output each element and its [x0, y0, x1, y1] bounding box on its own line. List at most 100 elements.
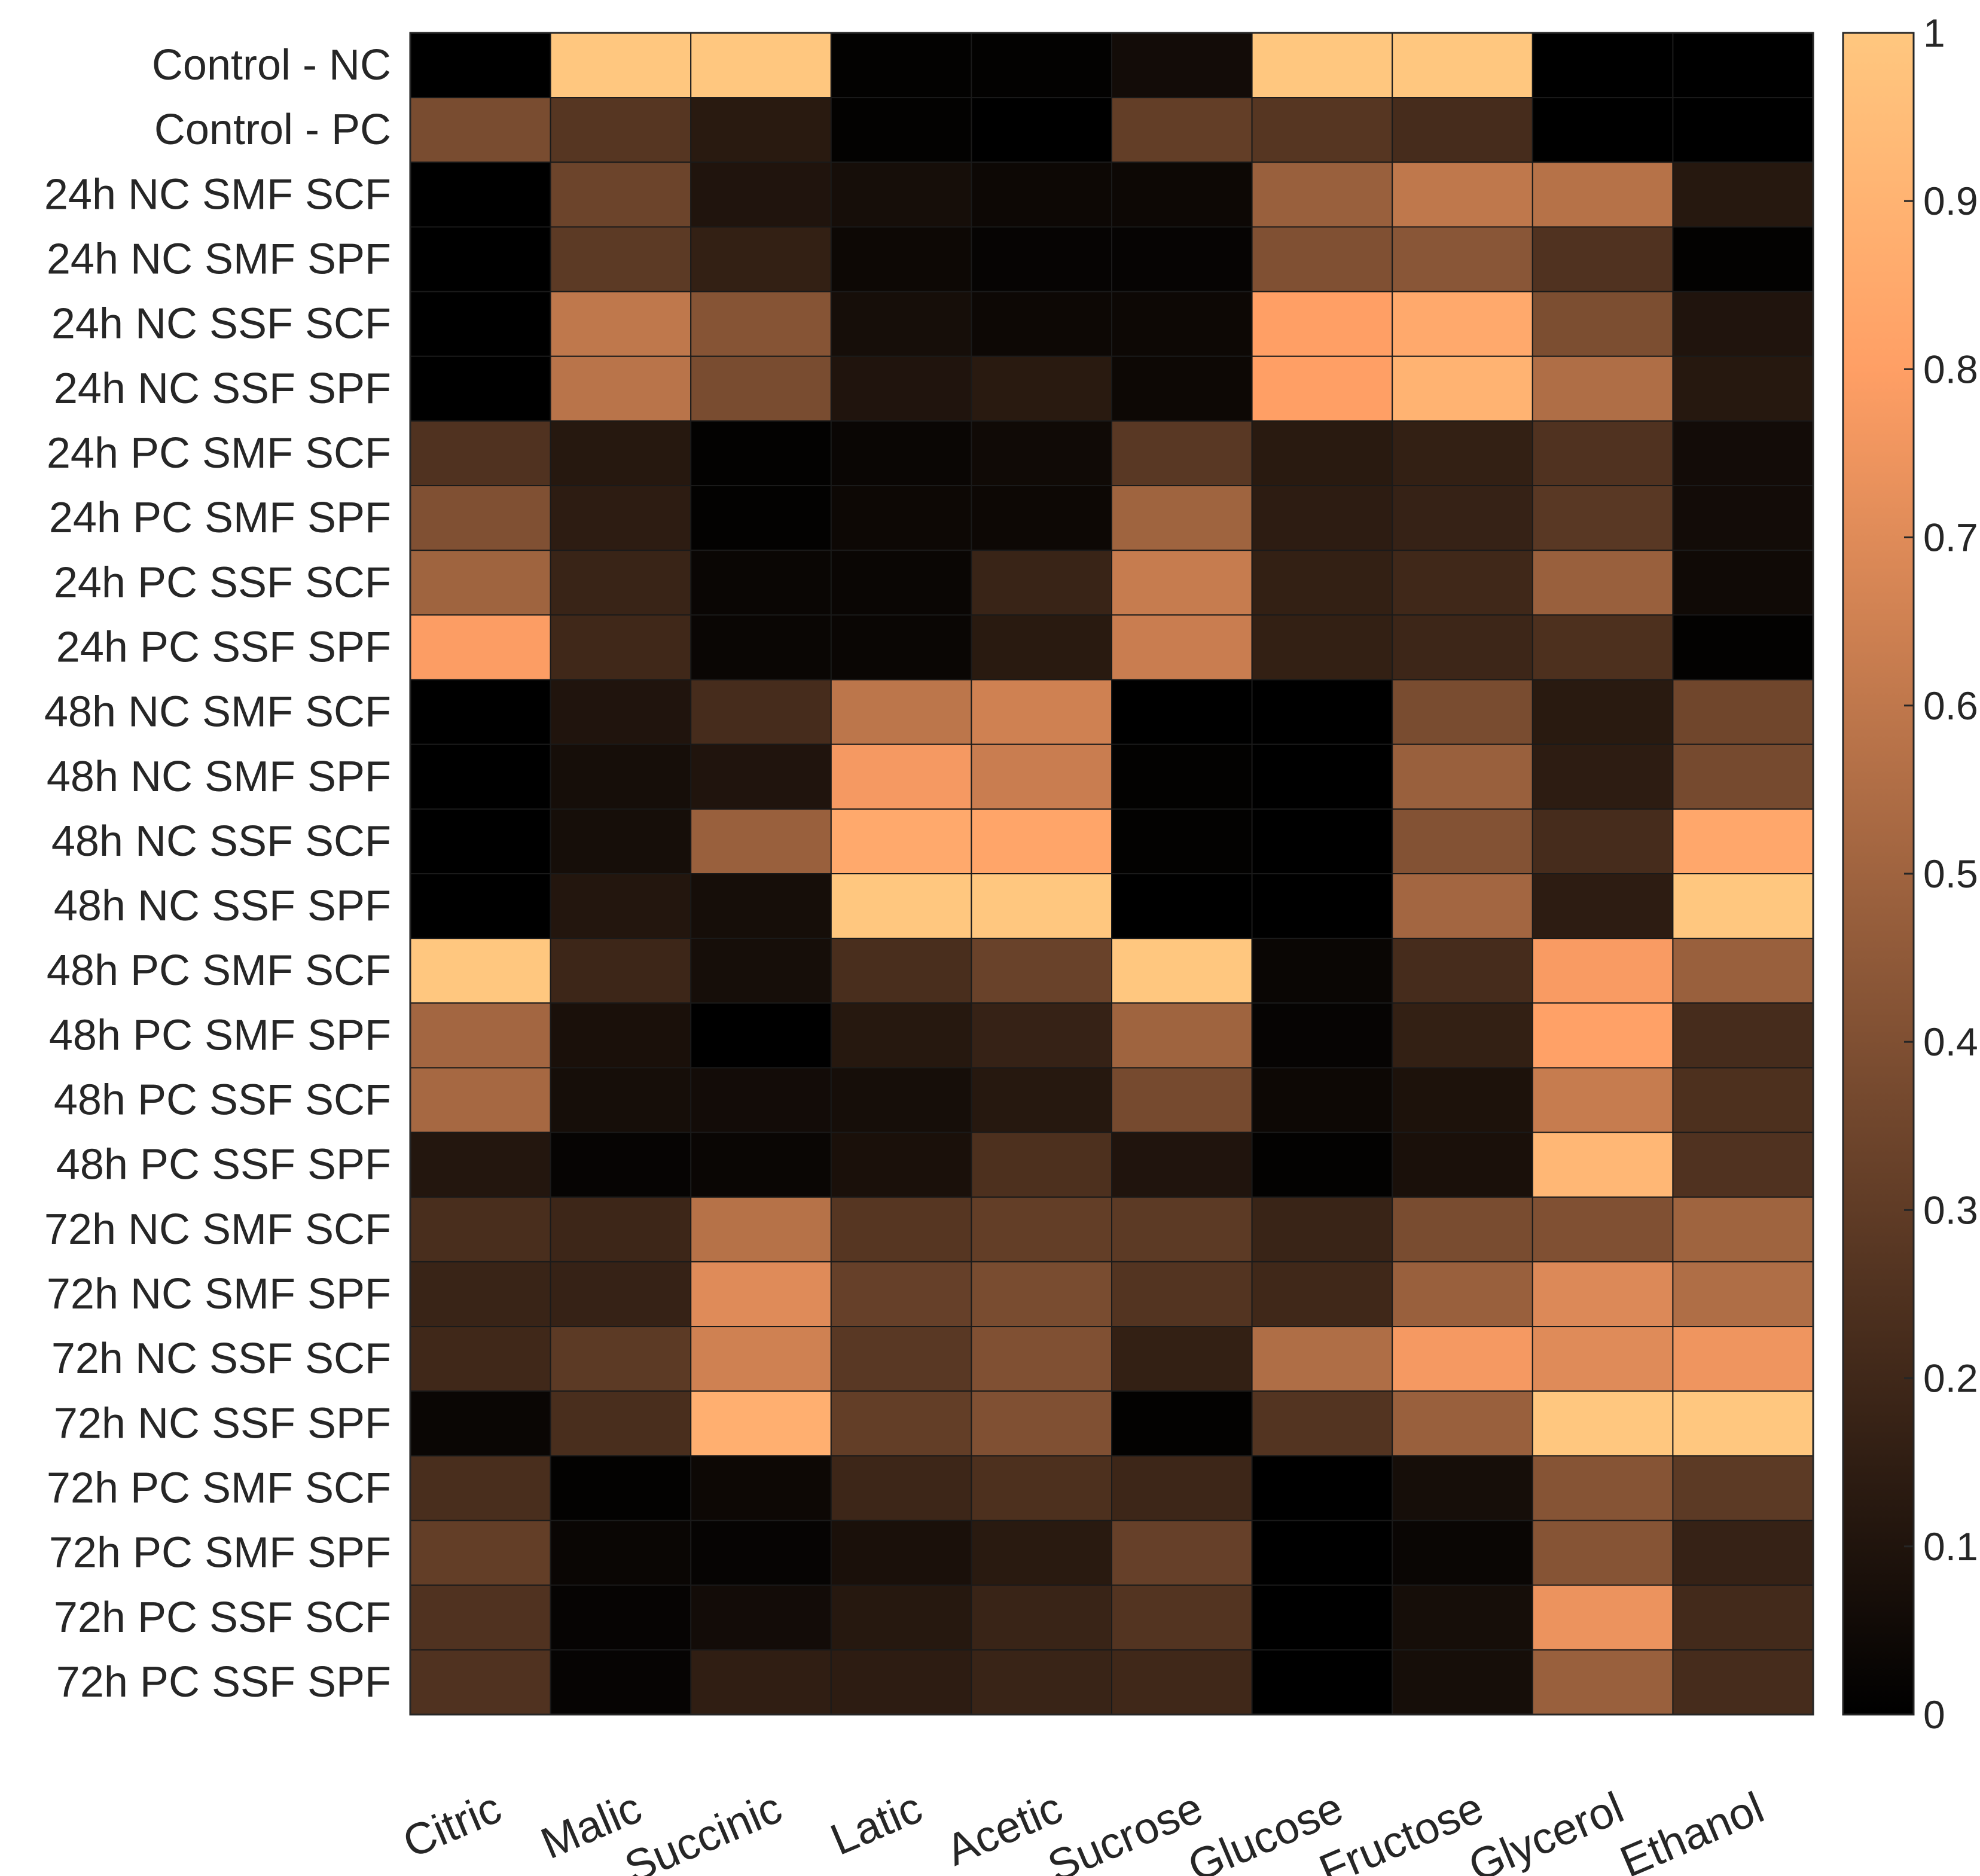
heatmap-cell-48h-pc-ssf-scf-glycerol	[1531, 1067, 1674, 1133]
heatmap-cell-24h-nc-smf-spf-succinic	[690, 226, 832, 292]
heatmap-cell-72h-nc-smf-scf-sucrose	[1111, 1196, 1253, 1262]
heatmap-cell-24h-pc-ssf-scf-malic	[550, 550, 692, 616]
heatmap-cell-control-nc-sucrose	[1111, 32, 1253, 99]
heatmap-cell-24h-pc-ssf-spf-sucrose	[1111, 614, 1253, 681]
heatmap-cell-48h-nc-smf-spf-succinic	[690, 743, 832, 810]
heatmap-cell-24h-nc-ssf-spf-glycerol	[1531, 355, 1674, 422]
heatmap-cell-24h-pc-smf-scf-glucose	[1251, 420, 1393, 487]
colorbar-tick-label: 0	[1923, 1692, 1945, 1737]
row-label: 24h PC SMF SCF	[47, 429, 391, 477]
heatmap-cell-72h-pc-ssf-scf-acetic	[971, 1584, 1113, 1651]
heatmap-cell-48h-nc-ssf-scf-ethanol	[1672, 808, 1814, 874]
heatmap-cell-72h-nc-ssf-scf-sucrose	[1111, 1326, 1253, 1392]
heatmap-cell-72h-nc-ssf-spf-fructose	[1392, 1390, 1533, 1457]
heatmap-cell-48h-pc-ssf-spf-glycerol	[1531, 1131, 1674, 1198]
heatmap-cell-72h-nc-smf-spf-ethanol	[1672, 1261, 1814, 1328]
colorbar-tick-label: 0.2	[1923, 1356, 1978, 1401]
row-label: 72h NC SMF SPF	[47, 1270, 391, 1318]
heatmap-cell-72h-pc-smf-spf-latic	[830, 1520, 972, 1586]
row-label: 48h NC SMF SCF	[44, 688, 391, 736]
colorbar-ticks: 0 0.1 0.2 0.3 0.4 0.5 0.6 0.7 0.8 0.9 1	[1904, 11, 1978, 1737]
heatmap-cell-control-nc-ethanol	[1672, 32, 1814, 99]
heatmap-cell-48h-nc-smf-scf-acetic	[971, 679, 1113, 745]
heatmap-cell-48h-pc-smf-scf-latic	[830, 938, 972, 1004]
heatmap-cell-control-pc-acetic	[971, 97, 1113, 163]
heatmap-cell-24h-pc-ssf-spf-citric	[410, 614, 551, 681]
heatmap-cell-72h-pc-ssf-spf-glycerol	[1531, 1649, 1674, 1716]
heatmap-cell-72h-pc-smf-spf-fructose	[1392, 1520, 1533, 1586]
heatmap-cell-48h-pc-ssf-spf-glucose	[1251, 1131, 1393, 1198]
heatmap-cell-72h-nc-smf-scf-succinic	[690, 1196, 832, 1262]
colorbar-tick-label: 0.8	[1923, 347, 1978, 391]
heatmap-cell-control-nc-fructose	[1392, 32, 1533, 99]
heatmap-cell-24h-nc-smf-spf-malic	[550, 226, 692, 292]
heatmap-cell-72h-nc-smf-spf-glycerol	[1531, 1261, 1674, 1328]
heatmap-cell-24h-nc-smf-scf-ethanol	[1672, 161, 1814, 228]
heatmap-cell-48h-pc-ssf-spf-acetic	[971, 1131, 1113, 1198]
heatmap-cell-72h-pc-ssf-scf-latic	[830, 1584, 972, 1651]
heatmap-cell-24h-pc-smf-scf-succinic	[690, 420, 832, 487]
heatmap-cell-48h-nc-smf-scf-fructose	[1392, 679, 1533, 745]
heatmap-cell-24h-pc-ssf-scf-sucrose	[1111, 550, 1253, 616]
heatmap-cell-control-pc-sucrose	[1111, 97, 1253, 163]
heatmap-cell-48h-pc-smf-scf-sucrose	[1111, 938, 1253, 1004]
heatmap-cell-24h-nc-smf-spf-latic	[830, 226, 972, 292]
heatmap-cell-48h-pc-smf-scf-malic	[550, 938, 692, 1004]
heatmap-cell-48h-nc-ssf-spf-acetic	[971, 873, 1113, 939]
heatmap-cell-24h-pc-smf-scf-ethanol	[1672, 420, 1814, 487]
heatmap-cell-48h-pc-ssf-spf-ethanol	[1672, 1131, 1814, 1198]
heatmap-cell-48h-pc-ssf-scf-citric	[410, 1067, 551, 1133]
heatmap-cell-24h-nc-smf-scf-citric	[410, 161, 551, 228]
heatmap-cell-48h-pc-ssf-spf-sucrose	[1111, 1131, 1253, 1198]
heatmap-cell-24h-nc-smf-spf-fructose	[1392, 226, 1533, 292]
row-label: 48h PC SSF SPF	[56, 1141, 391, 1189]
heatmap-cell-72h-nc-ssf-scf-acetic	[971, 1326, 1113, 1392]
heatmap-cell-72h-nc-ssf-spf-latic	[830, 1390, 972, 1457]
heatmap-cell-24h-pc-smf-spf-citric	[410, 485, 551, 551]
heatmap-cell-24h-pc-smf-spf-latic	[830, 485, 972, 551]
heatmap-cell-72h-pc-ssf-spf-fructose	[1392, 1649, 1533, 1716]
heatmap-cell-24h-pc-ssf-scf-glycerol	[1531, 550, 1674, 616]
column-label: Ethanol	[1613, 1782, 1770, 1876]
heatmap-cell-24h-nc-smf-scf-latic	[830, 161, 972, 228]
heatmap-cell-48h-nc-smf-spf-acetic	[971, 743, 1113, 810]
heatmap-cell-72h-nc-smf-scf-latic	[830, 1196, 972, 1262]
row-label: 48h NC SSF SPF	[54, 882, 391, 930]
row-label: 48h PC SSF SCF	[54, 1076, 391, 1124]
heatmap-cell-24h-pc-smf-spf-sucrose	[1111, 485, 1253, 551]
heatmap-cell-72h-nc-smf-scf-glycerol	[1531, 1196, 1674, 1262]
heatmap-cell-24h-pc-ssf-scf-acetic	[971, 550, 1113, 616]
heatmap-cell-72h-pc-ssf-spf-glucose	[1251, 1649, 1393, 1716]
heatmap-cell-48h-nc-smf-spf-latic	[830, 743, 972, 810]
row-label: 24h PC SSF SPF	[56, 623, 391, 671]
heatmap-cell-72h-nc-ssf-spf-succinic	[690, 1390, 832, 1457]
heatmap-cell-48h-nc-smf-spf-fructose	[1392, 743, 1533, 810]
heatmap-cell-24h-pc-smf-scf-citric	[410, 420, 551, 487]
heatmap-cell-control-pc-latic	[830, 97, 972, 163]
heatmap-cell-24h-nc-ssf-spf-acetic	[971, 355, 1113, 422]
heatmap-cell-48h-nc-ssf-spf-glucose	[1251, 873, 1393, 939]
heatmap-cell-control-nc-glucose	[1251, 32, 1393, 99]
heatmap-cell-48h-pc-smf-spf-ethanol	[1672, 1002, 1814, 1069]
heatmap-cell-control-pc-citric	[410, 97, 551, 163]
row-label: 24h NC SMF SPF	[47, 236, 391, 283]
heatmap-cell-72h-pc-smf-spf-acetic	[971, 1520, 1113, 1586]
heatmap-cell-48h-pc-ssf-spf-citric	[410, 1131, 551, 1198]
heatmap-cell-48h-nc-ssf-spf-citric	[410, 873, 551, 939]
row-label: 72h NC SSF SPF	[54, 1399, 391, 1447]
heatmap-cell-control-pc-fructose	[1392, 97, 1533, 163]
heatmap-cell-72h-pc-ssf-scf-ethanol	[1672, 1584, 1814, 1651]
heatmap-cell-72h-nc-smf-spf-glucose	[1251, 1261, 1393, 1328]
heatmap-cell-72h-nc-ssf-scf-glucose	[1251, 1326, 1393, 1392]
heatmap-cell-48h-pc-smf-spf-glycerol	[1531, 1002, 1674, 1069]
heatmap-cell-72h-pc-smf-spf-succinic	[690, 1520, 832, 1586]
heatmap-cell-24h-nc-ssf-scf-malic	[550, 291, 692, 357]
heatmap-cell-48h-pc-ssf-scf-ethanol	[1672, 1067, 1814, 1133]
heatmap-cell-48h-pc-ssf-spf-latic	[830, 1131, 972, 1198]
heatmap-cell-72h-pc-smf-scf-succinic	[690, 1455, 832, 1521]
heatmap-cell-24h-pc-ssf-scf-citric	[410, 550, 551, 616]
heatmap-cell-24h-nc-ssf-scf-succinic	[690, 291, 832, 357]
heatmap-cell-48h-nc-smf-scf-latic	[830, 679, 972, 745]
heatmap-cell-48h-nc-smf-scf-glycerol	[1531, 679, 1674, 745]
heatmap-frame	[409, 32, 1814, 1716]
